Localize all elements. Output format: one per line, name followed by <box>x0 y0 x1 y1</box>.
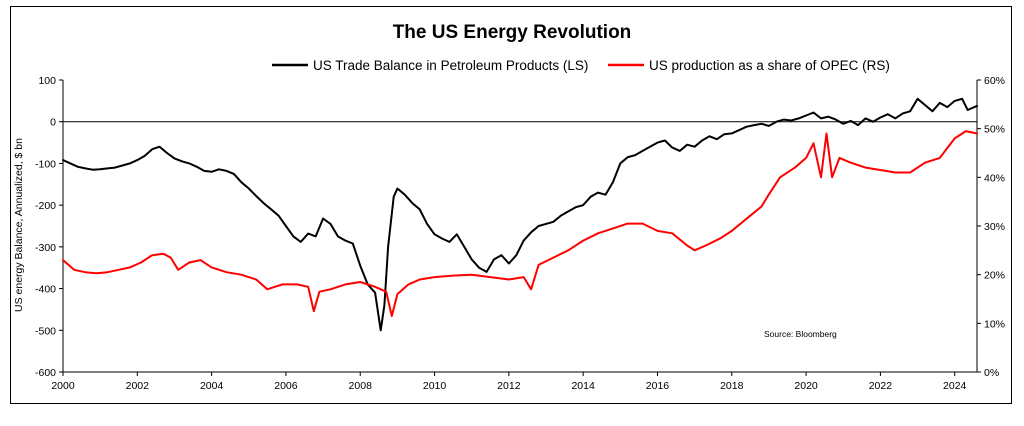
x-tick-label: 2002 <box>126 380 150 392</box>
chart-frame <box>10 6 1012 404</box>
plot-lines <box>62 97 978 332</box>
y-tick-left-label: 0 <box>50 117 56 129</box>
y-tick-left-label: -500 <box>35 325 56 337</box>
y-tick-right-label: 10% <box>984 318 1005 330</box>
y-tick-right-label: 0% <box>984 367 999 379</box>
x-tick-label: 2014 <box>571 380 595 392</box>
y-tick-left-label: 100 <box>38 75 56 87</box>
legend-label-opec-share: US production as a share of OPEC (RS) <box>649 58 890 73</box>
y-tick-right-label: 30% <box>984 221 1005 233</box>
x-tick-label: 2024 <box>943 380 967 392</box>
source-note: Source: Bloomberg <box>764 329 837 339</box>
legend-label-trade-balance: US Trade Balance in Petroleum Products (… <box>313 58 588 73</box>
y-tick-left-label: -300 <box>35 242 56 254</box>
y-axis-label-left: US energy Balance, Annualized, $ bn <box>13 138 25 312</box>
y-tick-right-label: 40% <box>984 172 1005 184</box>
x-tick-label: 2020 <box>794 380 818 392</box>
y-tick-left-label: -100 <box>35 158 56 170</box>
x-tick-label: 2022 <box>869 380 893 392</box>
x-tick-label: 2012 <box>497 380 521 392</box>
x-tick-label: 2010 <box>423 380 447 392</box>
chart-title: The US Energy Revolution <box>393 22 632 43</box>
legend: US Trade Balance in Petroleum Products (… <box>272 58 890 73</box>
y-tick-right-label: 50% <box>984 124 1005 136</box>
y-tick-right-label: 20% <box>984 270 1005 282</box>
y-tick-left-label: -200 <box>35 200 56 212</box>
x-tick-label: 2000 <box>51 380 75 392</box>
series-line-opec-share <box>62 130 978 317</box>
x-tick-label: 2018 <box>720 380 744 392</box>
x-tick-label: 2006 <box>274 380 298 392</box>
x-tick-label: 2016 <box>646 380 670 392</box>
x-tick-label: 2004 <box>200 380 224 392</box>
plot-axes: 100 0 -100 -200 -300 -400 -500 -600 60% 50% 40% 30%… <box>35 75 1005 392</box>
y-tick-left-label: -400 <box>35 284 56 296</box>
series-line-trade-balance <box>62 97 978 332</box>
y-tick-right-label: 60% <box>984 75 1005 87</box>
y-tick-left-label: -600 <box>35 367 56 379</box>
x-tick-label: 2008 <box>349 380 373 392</box>
